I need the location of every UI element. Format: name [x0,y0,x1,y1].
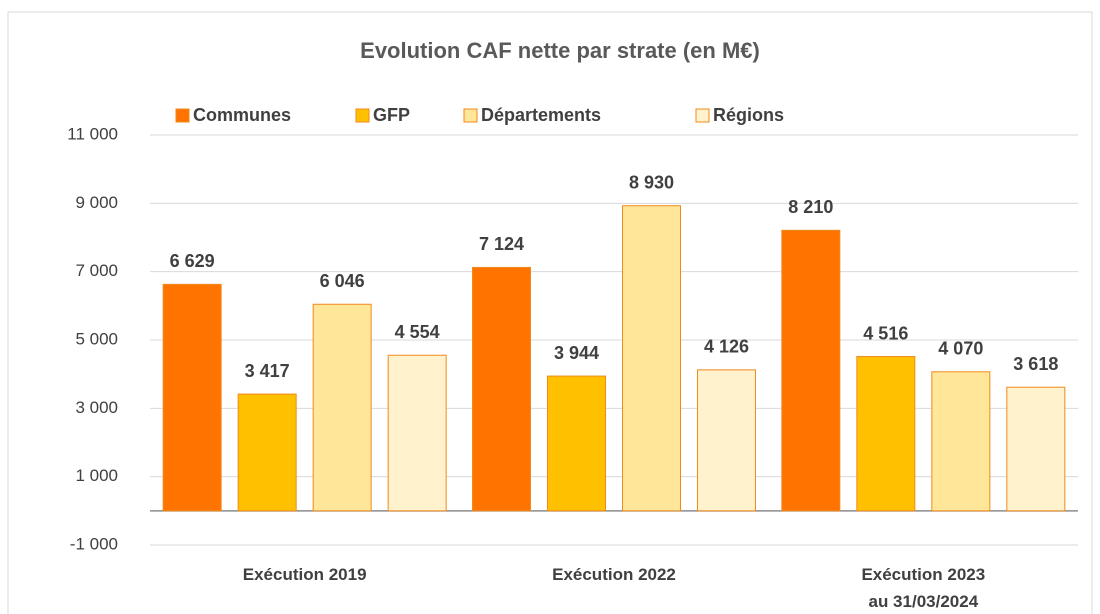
legend-swatch [175,108,190,123]
legend-swatch [463,108,478,123]
legend-label: Régions [713,105,784,125]
data-label: 3 944 [554,343,599,363]
bar [1006,386,1066,512]
y-tick-label: 11 000 [67,124,118,143]
data-label: 8 930 [629,172,674,192]
x-tick-label: Exécution 2023 au 31/03/2024 [861,565,985,611]
data-label: 4 126 [704,337,749,357]
data-label: 7 124 [479,234,524,254]
legend-label: Départements [481,105,601,125]
legend-label: Communes [193,105,291,125]
bar [547,375,606,512]
x-tick-label: Exécution 2019 [243,565,367,584]
legend-label: GFP [373,105,410,125]
bar [931,371,991,512]
data-label: 4 516 [863,323,908,343]
bar [622,205,681,512]
data-label: 6 046 [320,271,365,291]
legend-swatch [695,108,710,123]
y-tick-label: 5 000 [75,329,118,348]
bar [162,283,222,512]
legend-swatch [355,108,370,123]
data-label: 8 210 [788,197,833,217]
data-label: 4 554 [395,322,440,342]
bar [237,393,297,512]
x-tick-label: Exécution 2022 [552,565,676,584]
data-label: 3 618 [1013,354,1058,374]
data-label: 4 070 [938,339,983,359]
data-label: 3 417 [245,361,290,381]
bar [781,229,841,512]
chart-title: Evolution CAF nette par strate (en M€) [360,38,760,63]
bar [472,266,531,512]
data-label: 6 629 [170,251,215,271]
y-tick-label: 3 000 [75,398,118,417]
y-tick-label: -1 000 [70,534,118,553]
bar [697,369,756,512]
y-tick-label: 9 000 [75,193,118,212]
y-tick-label: 1 000 [75,466,118,485]
bar [387,354,447,512]
bar [312,303,372,512]
bar [856,356,916,512]
y-tick-label: 7 000 [75,261,118,280]
